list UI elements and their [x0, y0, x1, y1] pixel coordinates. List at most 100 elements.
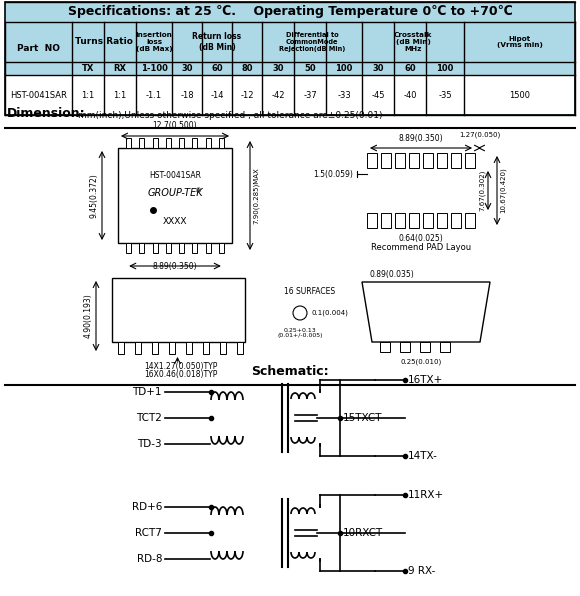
- Bar: [139, 138, 144, 148]
- Bar: [440, 342, 450, 352]
- Bar: [219, 138, 224, 148]
- Text: 60: 60: [211, 64, 223, 73]
- Bar: [395, 153, 405, 168]
- Text: TCT2: TCT2: [136, 413, 162, 423]
- Text: 8.89(0.350): 8.89(0.350): [398, 134, 443, 143]
- Text: -14: -14: [210, 91, 224, 100]
- Bar: [166, 138, 171, 148]
- Text: 0.89(0.035): 0.89(0.035): [370, 269, 415, 278]
- Bar: [153, 243, 158, 253]
- Text: 1:1: 1:1: [113, 91, 126, 100]
- Text: 30: 30: [181, 64, 193, 73]
- Bar: [193, 138, 197, 148]
- Text: 9.45(0.372): 9.45(0.372): [90, 173, 99, 218]
- Text: TD-3: TD-3: [137, 439, 162, 449]
- Text: 30: 30: [272, 64, 284, 73]
- Text: -40: -40: [403, 91, 417, 100]
- Bar: [193, 243, 197, 253]
- Text: 0.25(0.010): 0.25(0.010): [400, 359, 441, 365]
- Bar: [179, 138, 184, 148]
- Text: 100: 100: [436, 64, 454, 73]
- Text: 16TX+: 16TX+: [408, 375, 443, 385]
- Bar: [381, 213, 391, 228]
- Text: 16X0.46(0.018)TYP: 16X0.46(0.018)TYP: [144, 371, 217, 380]
- Bar: [451, 153, 461, 168]
- Text: 16 SURFACES: 16 SURFACES: [284, 287, 336, 296]
- Text: 30: 30: [372, 64, 384, 73]
- Bar: [220, 342, 226, 354]
- Text: RD-8: RD-8: [136, 554, 162, 564]
- Text: Specifications: at 25 ℃.    Operating Temperature 0℃ to +70℃: Specifications: at 25 ℃. Operating Tempe…: [68, 5, 512, 18]
- Text: Schematic:: Schematic:: [251, 365, 329, 378]
- Bar: [112, 278, 245, 342]
- Text: 8.89(0.350): 8.89(0.350): [153, 262, 197, 271]
- Text: -35: -35: [438, 91, 452, 100]
- Text: RX: RX: [114, 64, 126, 73]
- Text: 4.90(0.193): 4.90(0.193): [84, 294, 93, 339]
- Text: -42: -42: [271, 91, 285, 100]
- Bar: [465, 213, 475, 228]
- Text: 80: 80: [241, 64, 253, 73]
- Bar: [465, 153, 475, 168]
- Bar: [395, 213, 405, 228]
- Bar: [6, 76, 574, 114]
- Bar: [437, 153, 447, 168]
- Bar: [219, 243, 224, 253]
- Bar: [118, 148, 232, 243]
- Text: RCT7: RCT7: [135, 528, 162, 538]
- Text: -45: -45: [371, 91, 385, 100]
- Text: Hipot
(Vrms min): Hipot (Vrms min): [496, 36, 542, 48]
- Text: 14TX-: 14TX-: [408, 451, 438, 461]
- Text: 0.64(0.025): 0.64(0.025): [398, 234, 443, 243]
- Bar: [451, 213, 461, 228]
- Text: -33: -33: [337, 91, 351, 100]
- Text: TX: TX: [82, 64, 94, 73]
- Text: 60: 60: [404, 64, 416, 73]
- Bar: [237, 342, 243, 354]
- Text: 14X1.27(0.050)TYP: 14X1.27(0.050)TYP: [144, 362, 217, 371]
- Text: 10.67(0.420): 10.67(0.420): [500, 167, 506, 213]
- Bar: [5, 2, 575, 115]
- Bar: [139, 243, 144, 253]
- Text: GROUP-TEK: GROUP-TEK: [147, 188, 203, 198]
- Bar: [420, 342, 430, 352]
- Text: 0.1(0.004): 0.1(0.004): [312, 310, 349, 316]
- Bar: [380, 342, 390, 352]
- Bar: [126, 138, 131, 148]
- Bar: [169, 342, 175, 354]
- Bar: [367, 153, 377, 168]
- Bar: [205, 243, 211, 253]
- Bar: [203, 342, 209, 354]
- Text: 9 RX-: 9 RX-: [408, 566, 436, 576]
- Text: 1-100: 1-100: [140, 64, 168, 73]
- Bar: [166, 243, 171, 253]
- Bar: [367, 213, 377, 228]
- Text: Dimension:: Dimension:: [7, 107, 86, 120]
- Bar: [152, 342, 158, 354]
- Text: -1.1: -1.1: [146, 91, 162, 100]
- Text: RD+6: RD+6: [132, 502, 162, 512]
- Bar: [409, 213, 419, 228]
- Text: XXXX: XXXX: [163, 218, 187, 226]
- Text: Recommend PAD Layou: Recommend PAD Layou: [371, 244, 471, 253]
- Text: HST-0041SAR: HST-0041SAR: [149, 170, 201, 179]
- Bar: [135, 342, 141, 354]
- Text: Turns Ratio: Turns Ratio: [75, 38, 133, 46]
- Text: mm(inch),Unless otherwise specified , all tolerance are±0.25(0.01): mm(inch),Unless otherwise specified , al…: [78, 111, 382, 120]
- Text: 1:1: 1:1: [81, 91, 95, 100]
- Text: 7.90(0.285)MAX: 7.90(0.285)MAX: [253, 167, 259, 224]
- Text: ®: ®: [195, 188, 202, 194]
- Text: 1.27(0.050): 1.27(0.050): [459, 132, 500, 138]
- Bar: [205, 138, 211, 148]
- Circle shape: [293, 306, 307, 320]
- Text: -37: -37: [303, 91, 317, 100]
- Text: 1.5(0.059): 1.5(0.059): [313, 169, 353, 178]
- Bar: [437, 213, 447, 228]
- Bar: [400, 342, 410, 352]
- Text: -12: -12: [240, 91, 254, 100]
- Text: 12.7(0.500): 12.7(0.500): [153, 121, 197, 130]
- Bar: [186, 342, 192, 354]
- Bar: [381, 153, 391, 168]
- Text: 1500: 1500: [509, 91, 530, 100]
- Text: 100: 100: [335, 64, 353, 73]
